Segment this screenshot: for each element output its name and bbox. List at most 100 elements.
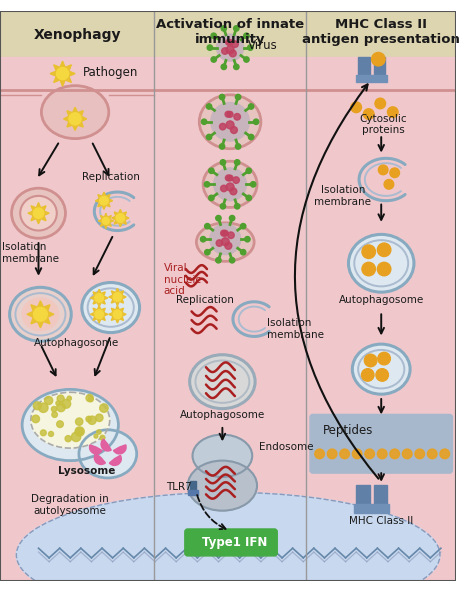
Circle shape xyxy=(372,53,385,66)
Bar xyxy=(354,504,372,513)
Circle shape xyxy=(365,449,374,459)
Circle shape xyxy=(440,449,449,459)
Circle shape xyxy=(244,33,249,38)
Bar xyxy=(372,75,387,82)
Ellipse shape xyxy=(20,196,57,230)
Circle shape xyxy=(216,240,223,246)
Circle shape xyxy=(244,57,249,62)
Circle shape xyxy=(246,168,252,173)
Text: Degradation in
autolysosome: Degradation in autolysosome xyxy=(31,494,109,516)
Ellipse shape xyxy=(199,95,261,149)
Circle shape xyxy=(364,109,374,120)
Circle shape xyxy=(100,404,108,412)
Circle shape xyxy=(221,25,227,31)
Circle shape xyxy=(233,177,239,184)
Text: TLR7: TLR7 xyxy=(165,482,191,491)
Circle shape xyxy=(220,185,227,192)
Wedge shape xyxy=(101,439,111,451)
Circle shape xyxy=(387,107,398,117)
Circle shape xyxy=(402,449,412,459)
Circle shape xyxy=(227,111,233,117)
Circle shape xyxy=(390,449,400,459)
Circle shape xyxy=(235,204,240,209)
Circle shape xyxy=(75,427,84,436)
Circle shape xyxy=(351,102,362,112)
Circle shape xyxy=(65,436,71,442)
Circle shape xyxy=(102,217,109,224)
Circle shape xyxy=(69,113,81,125)
Circle shape xyxy=(207,45,212,50)
Circle shape xyxy=(225,111,231,117)
Text: Type1 IFN: Type1 IFN xyxy=(202,536,268,549)
Circle shape xyxy=(33,402,41,410)
Circle shape xyxy=(75,418,83,425)
Wedge shape xyxy=(90,445,102,454)
Bar xyxy=(372,504,389,513)
Polygon shape xyxy=(112,210,129,227)
Ellipse shape xyxy=(82,282,139,333)
Ellipse shape xyxy=(348,234,414,292)
Circle shape xyxy=(219,94,225,99)
Circle shape xyxy=(230,127,237,133)
Circle shape xyxy=(86,416,91,422)
Wedge shape xyxy=(109,455,121,465)
Circle shape xyxy=(219,144,225,149)
Circle shape xyxy=(229,258,235,263)
Circle shape xyxy=(201,237,206,242)
Polygon shape xyxy=(64,107,87,130)
Text: Isolation
membrane: Isolation membrane xyxy=(2,242,59,263)
Text: Endosome: Endosome xyxy=(259,442,313,452)
Bar xyxy=(358,57,370,78)
Polygon shape xyxy=(50,61,75,86)
Circle shape xyxy=(390,168,400,178)
Circle shape xyxy=(52,412,57,417)
Circle shape xyxy=(365,354,377,367)
Circle shape xyxy=(234,64,239,69)
Circle shape xyxy=(67,396,72,401)
Polygon shape xyxy=(28,202,49,224)
Polygon shape xyxy=(91,305,108,323)
Circle shape xyxy=(204,182,210,187)
Circle shape xyxy=(39,403,48,413)
Text: MHC Class II: MHC Class II xyxy=(349,516,413,526)
Circle shape xyxy=(205,224,210,229)
Ellipse shape xyxy=(11,188,65,238)
Circle shape xyxy=(227,175,233,181)
Circle shape xyxy=(222,230,228,236)
Circle shape xyxy=(226,46,234,54)
Circle shape xyxy=(51,407,57,412)
Circle shape xyxy=(34,307,47,321)
Ellipse shape xyxy=(22,298,59,331)
Circle shape xyxy=(205,249,210,255)
Circle shape xyxy=(88,416,96,424)
Circle shape xyxy=(210,224,241,255)
Circle shape xyxy=(376,369,388,381)
Bar xyxy=(0,11,456,57)
Circle shape xyxy=(40,430,46,436)
Circle shape xyxy=(76,428,83,435)
Circle shape xyxy=(100,197,108,205)
Text: Xenophagy: Xenophagy xyxy=(33,28,121,42)
Text: Activation of innate
immunity: Activation of innate immunity xyxy=(156,18,304,46)
Ellipse shape xyxy=(192,435,252,477)
Circle shape xyxy=(100,435,105,440)
Text: Replication: Replication xyxy=(176,295,234,305)
Circle shape xyxy=(62,400,71,408)
Circle shape xyxy=(225,175,231,181)
Ellipse shape xyxy=(41,86,109,139)
Circle shape xyxy=(88,397,93,402)
Circle shape xyxy=(245,237,250,242)
Circle shape xyxy=(246,195,252,201)
Polygon shape xyxy=(98,213,114,229)
Circle shape xyxy=(384,179,394,189)
Ellipse shape xyxy=(79,430,137,478)
Ellipse shape xyxy=(190,355,255,408)
Text: Replication: Replication xyxy=(82,172,140,182)
Circle shape xyxy=(96,414,103,422)
Polygon shape xyxy=(109,305,126,323)
Circle shape xyxy=(221,64,227,69)
Text: Cytosolic
proteins: Cytosolic proteins xyxy=(359,114,407,136)
Circle shape xyxy=(206,134,212,140)
Ellipse shape xyxy=(203,161,257,207)
Circle shape xyxy=(209,195,214,201)
